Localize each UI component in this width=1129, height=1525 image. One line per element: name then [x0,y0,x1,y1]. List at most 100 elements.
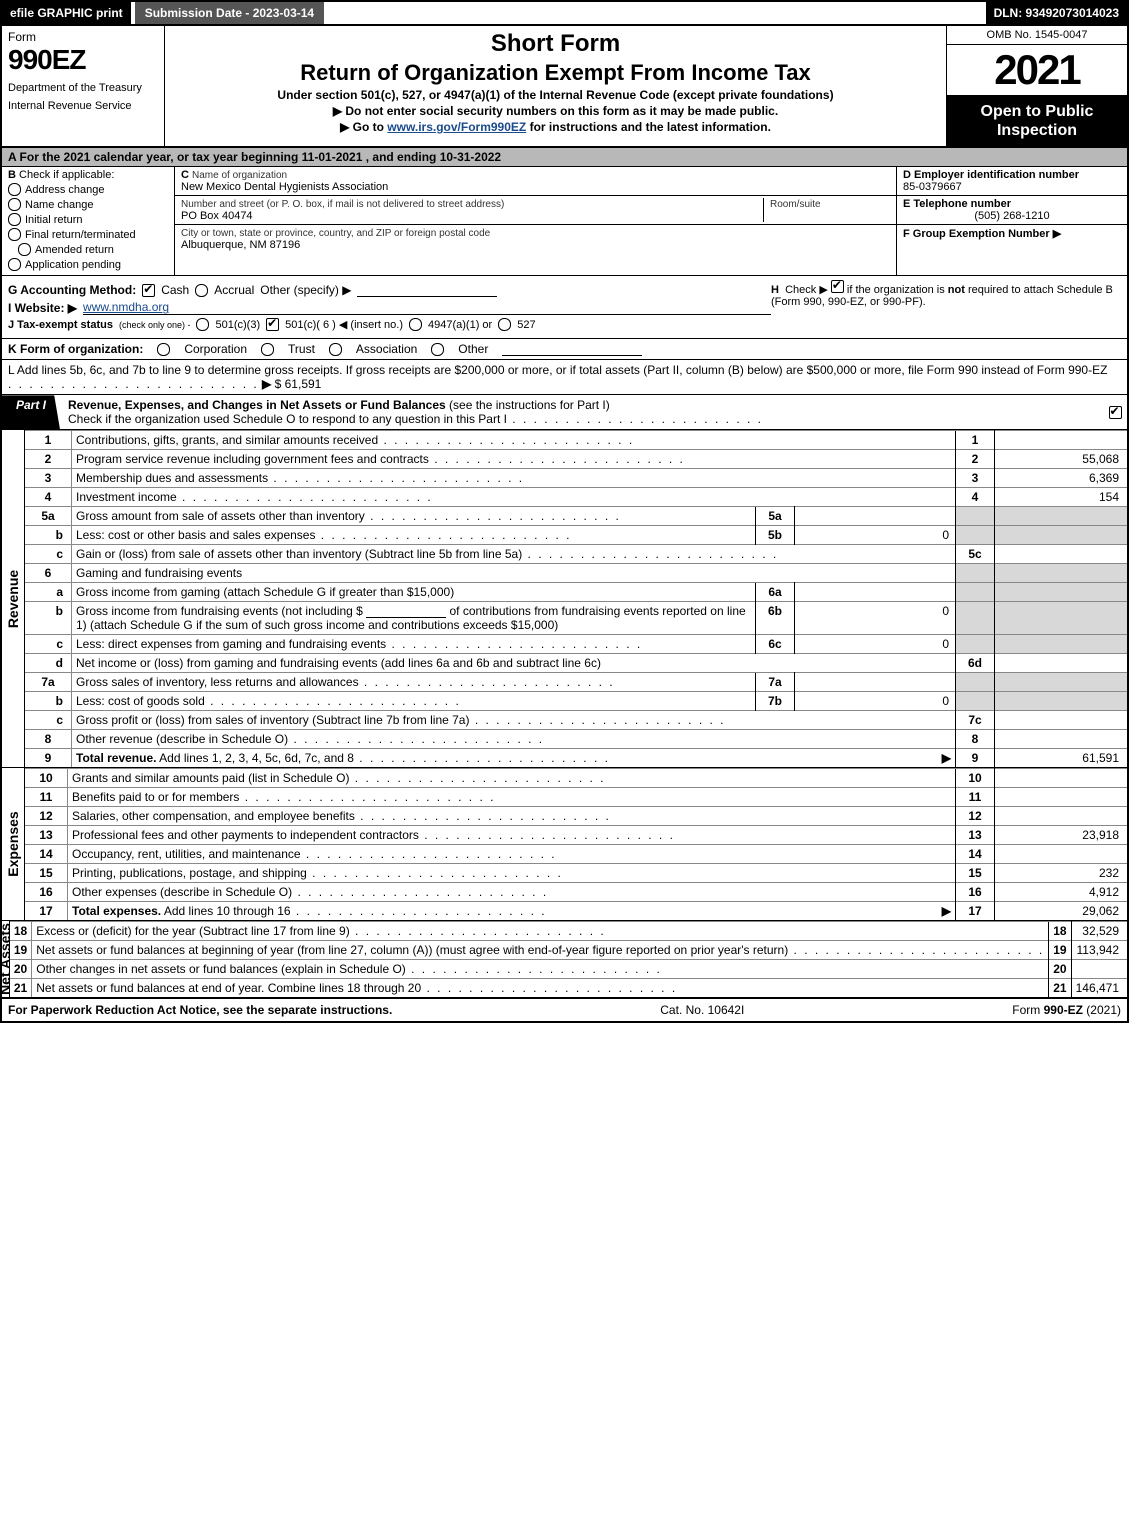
footer-right-bold: 990-EZ [1044,1003,1083,1017]
check-schedule-o[interactable] [1109,406,1122,419]
i6c-value: 0 [795,635,956,654]
i-label: I Website: ▶ [8,301,77,315]
l6d-text: Net income or (loss) from gaming and fun… [72,654,956,673]
check-h[interactable] [831,280,844,293]
l9-pre: Total revenue. [76,751,156,765]
header-right: OMB No. 1545-0047 2021 Open to Public In… [947,26,1127,146]
l2-value: 55,068 [995,450,1128,469]
l-arrow: ▶ [262,377,271,391]
check-amended-return[interactable]: Amended return [8,243,168,256]
title-short-form: Short Form [173,30,938,58]
i6b-value: 0 [795,602,956,635]
l9-value: 61,591 [995,749,1128,768]
j-note: (check only one) - [119,320,191,330]
row-g: G Accounting Method: Cash Accrual Other … [8,283,771,297]
part1-header: Part I Revenue, Expenses, and Changes in… [2,395,1127,430]
expenses-table: 10Grants and similar amounts paid (list … [25,768,1127,920]
column-c: C Name of organization New Mexico Dental… [175,167,896,275]
line-11: 11Benefits paid to or for members11 [25,788,1127,807]
line-16: 16Other expenses (describe in Schedule O… [25,883,1127,902]
check-accrual[interactable] [195,284,208,297]
l13-value: 23,918 [995,826,1128,845]
dept-treasury: Department of the Treasury [8,82,158,94]
line-2: 2Program service revenue including gover… [25,450,1127,469]
footer-right-pre: Form [1012,1003,1043,1017]
c-name-label: Name of organization [192,170,287,181]
check-initial-return[interactable]: Initial return [8,213,168,226]
line-19: 19Net assets or fund balances at beginni… [10,941,1127,960]
l-dots [8,377,259,391]
k-o1: Corporation [184,342,247,356]
ein-value: 85-0379667 [903,181,962,193]
g-label: G Accounting Method: [8,283,136,297]
l18-text: Excess or (deficit) for the year (Subtra… [36,924,1044,938]
j-o3: 4947(a)(1) or [428,319,492,331]
check-527[interactable] [498,318,511,331]
l16-text: Other expenses (describe in Schedule O) [72,885,951,899]
dept-irs: Internal Revenue Service [8,100,158,112]
c-addr-row: Number and street (or P. O. box, if mail… [175,196,896,225]
check-other-org[interactable] [431,343,444,356]
check-address-change[interactable]: Address change [8,183,168,196]
l17-value: 29,062 [995,902,1128,921]
k-label: K Form of organization: [8,342,143,356]
line-18: 18Excess or (deficit) for the year (Subt… [10,922,1127,941]
check-name-change[interactable]: Name change [8,198,168,211]
opt-address-change: Address change [25,184,105,196]
e-label: E Telephone number [903,198,1011,210]
row-i: I Website: ▶ www.nmdha.org [8,300,771,315]
d-label: D Employer identification number [903,169,1079,181]
part1-tab: Part I [2,395,60,429]
check-trust[interactable] [261,343,274,356]
f-label: F Group Exemption Number [903,228,1050,240]
g-cash: Cash [161,283,189,297]
opt-amended-return: Amended return [35,244,114,256]
check-application-pending[interactable]: Application pending [8,258,168,271]
check-4947[interactable] [409,318,422,331]
l15-text: Printing, publications, postage, and shi… [72,866,951,880]
check-final-return[interactable]: Final return/terminated [8,228,168,241]
line-1: 1Contributions, gifts, grants, and simil… [25,431,1127,450]
revenue-label: Revenue [2,430,25,767]
l13-text: Professional fees and other payments to … [72,828,951,842]
b-text: Check if applicable: [19,169,114,181]
l7b-text: Less: cost of goods sold [76,694,751,708]
l11-text: Benefits paid to or for members [72,790,951,804]
l4-value: 154 [995,488,1128,507]
check-501c3[interactable] [196,318,209,331]
opt-final-return: Final return/terminated [25,229,136,241]
line-3: 3Membership dues and assessments36,369 [25,469,1127,488]
c-city-row: City or town, state or province, country… [175,225,896,253]
l5c-text: Gain or (loss) from sale of assets other… [76,547,951,561]
submission-date-label: Submission Date - 2023-03-14 [135,2,324,24]
column-b: B Check if applicable: Address change Na… [2,167,175,275]
l8-text: Other revenue (describe in Schedule O) [76,732,951,746]
check-association[interactable] [329,343,342,356]
check-cash[interactable] [142,284,155,297]
row-k: K Form of organization: Corporation Trus… [2,339,1127,360]
j-label: J Tax-exempt status [8,319,113,331]
check-corporation[interactable] [157,343,170,356]
efile-print-label: efile GRAPHIC print [2,2,131,24]
l6-text: Gaming and fundraising events [72,564,956,583]
line-4: 4Investment income4154 [25,488,1127,507]
line-5b: bLess: cost or other basis and sales exp… [25,526,1127,545]
column-def: D Employer identification number 85-0379… [896,167,1127,275]
k-o2: Trust [288,342,315,356]
section-ghij: G Accounting Method: Cash Accrual Other … [2,276,1127,339]
website-link[interactable]: www.nmdha.org [83,300,771,315]
l20-text: Other changes in net assets or fund bala… [36,962,1044,976]
k-other-blank [502,343,642,356]
g-other: Other (specify) ▶ [260,283,351,297]
l6a-text: Gross income from gaming (attach Schedul… [72,583,756,602]
l-text: L Add lines 5b, 6c, and 7b to line 9 to … [8,363,1107,377]
c-city-label: City or town, state or province, country… [181,228,490,239]
line-6: 6Gaming and fundraising events [25,564,1127,583]
netassets-table: 18Excess or (deficit) for the year (Subt… [10,921,1127,997]
e-row: E Telephone number (505) 268-1210 [897,196,1127,225]
check-501c[interactable] [266,318,279,331]
line-5a: 5aGross amount from sale of assets other… [25,507,1127,526]
irs-link[interactable]: www.irs.gov/Form990EZ [387,120,526,134]
line-20: 20Other changes in net assets or fund ba… [10,960,1127,979]
c-addr-label: Number and street (or P. O. box, if mail… [181,199,504,210]
